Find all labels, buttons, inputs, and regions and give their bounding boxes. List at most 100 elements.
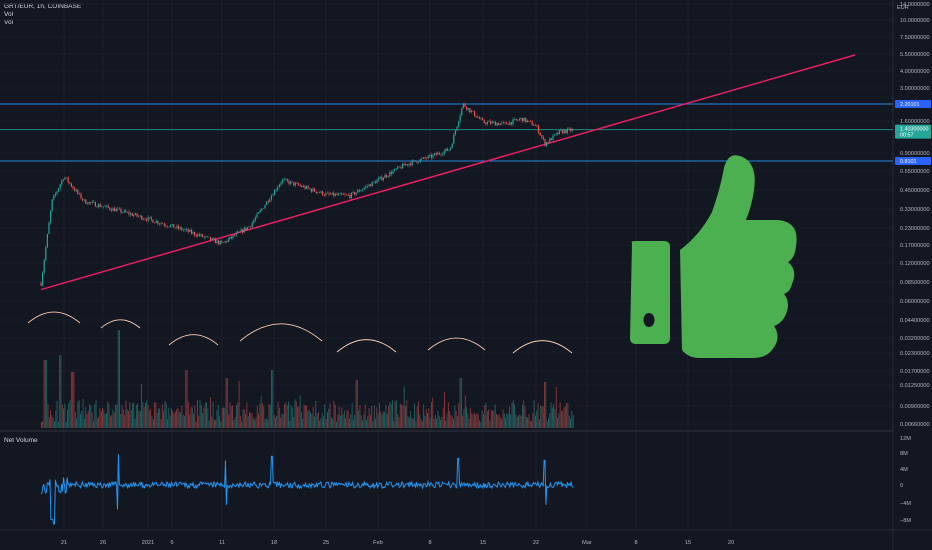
volume-bar: [78, 400, 80, 428]
net-volume-axis[interactable]: 12M 8M 4M 0 −4M −8M: [900, 436, 911, 524]
candle-body: [306, 186, 308, 189]
candle-body: [165, 225, 167, 227]
candle-body: [387, 176, 389, 177]
net-volume-title[interactable]: Net Volume: [4, 437, 38, 444]
candle-body: [507, 124, 509, 125]
candle-body: [451, 143, 453, 148]
candle-body: [554, 134, 556, 136]
candle-body: [531, 121, 533, 126]
candle-body: [538, 125, 540, 134]
thumbs-up-icon[interactable]: [630, 155, 797, 358]
volume-bar: [466, 407, 467, 428]
volume-bar: [117, 330, 119, 428]
time-axis[interactable]: 21 26 2021 6 11 18 25 Feb 8 15 22 Mar 8 15 20: [61, 540, 734, 546]
candle-body: [219, 240, 221, 245]
candle-body: [211, 238, 213, 241]
candle-body: [43, 260, 45, 273]
volume-bar: [260, 396, 262, 428]
volume-bar: [132, 403, 133, 428]
trendline[interactable]: [40, 54, 856, 291]
volume-bar: [481, 410, 483, 428]
thumb-hand: [680, 155, 797, 358]
horizontal-levels[interactable]: [0, 103, 893, 162]
volume-bar: [93, 421, 94, 428]
volume-bar: [346, 409, 348, 428]
candle-body: [325, 193, 327, 196]
candle-body: [69, 182, 71, 184]
volume-bar: [406, 400, 408, 428]
price-axis-label: 0.90000000: [900, 151, 930, 157]
candle-body: [461, 107, 463, 116]
candle-body: [515, 119, 517, 120]
candle-body: [410, 163, 412, 166]
volume-bar: [232, 405, 233, 428]
candle-body: [291, 181, 293, 183]
candle-body: [363, 187, 365, 190]
candle-body: [498, 123, 500, 126]
volume-bar: [152, 419, 154, 428]
candle-body: [432, 154, 434, 158]
price-axis-label: 3.00000000: [900, 86, 930, 92]
volume-bar: [380, 411, 382, 428]
volume-bar: [281, 413, 283, 428]
volume-bar: [106, 413, 107, 428]
volume-bar: [76, 418, 77, 428]
time-axis-label: 26: [100, 540, 106, 546]
candle-body: [90, 201, 92, 203]
price-axis-label: 0.17000000: [900, 243, 930, 249]
volume-bar: [450, 414, 452, 428]
volume-bar: [505, 417, 506, 428]
volume-bar: [64, 403, 66, 428]
volume-bar: [115, 404, 116, 428]
candle-body: [216, 240, 218, 244]
volume-bar: [497, 415, 499, 428]
volume-indicator-label-2[interactable]: Vol: [4, 19, 14, 26]
candle-body: [214, 238, 216, 244]
net-volume-axis-label: −8M: [900, 518, 911, 524]
candle-body: [226, 241, 228, 242]
candle-body: [262, 208, 264, 209]
volume-bar: [515, 414, 517, 428]
volume-bar: [369, 414, 371, 428]
candle-body: [56, 191, 58, 194]
candle-body: [533, 125, 535, 126]
volume-bar: [366, 419, 367, 428]
candle-body: [240, 229, 242, 232]
candle-body: [366, 186, 368, 187]
volume-bar: [91, 412, 93, 428]
candle-body: [314, 188, 316, 192]
volume-bar: [206, 402, 207, 428]
candle-body: [416, 161, 418, 163]
candle-body: [530, 120, 532, 122]
volume-bar: [303, 404, 305, 428]
volume-bar: [200, 404, 202, 428]
volume-bar: [544, 382, 545, 428]
arc-annotation: [168, 334, 219, 346]
volume-bar: [134, 418, 136, 428]
candle-body: [126, 212, 128, 213]
arc-annotations[interactable]: [27, 311, 573, 354]
volume-bar: [304, 405, 306, 428]
volume-bar: [359, 405, 361, 428]
candle-body: [184, 229, 186, 231]
symbol-label[interactable]: GRT/EUR, 1h, COINBASE: [4, 3, 82, 10]
volume-bar: [103, 409, 105, 428]
volume-bar: [425, 408, 427, 428]
volume-bar: [263, 406, 265, 428]
candle-body: [45, 247, 47, 261]
volume-bar: [532, 412, 534, 428]
time-axis-label: 25: [323, 540, 329, 546]
time-axis-label: 21: [61, 540, 67, 546]
volume-bar: [215, 419, 217, 428]
volume-bar: [570, 418, 571, 428]
volume-bar: [197, 399, 198, 428]
volume-bar: [502, 409, 504, 428]
candle-body: [62, 179, 64, 181]
candle-body: [150, 217, 152, 220]
volume-bar: [537, 402, 539, 428]
volume-indicator-label-1[interactable]: Vol: [4, 11, 14, 18]
volume-bar: [389, 402, 391, 428]
volume-bar: [432, 397, 434, 428]
